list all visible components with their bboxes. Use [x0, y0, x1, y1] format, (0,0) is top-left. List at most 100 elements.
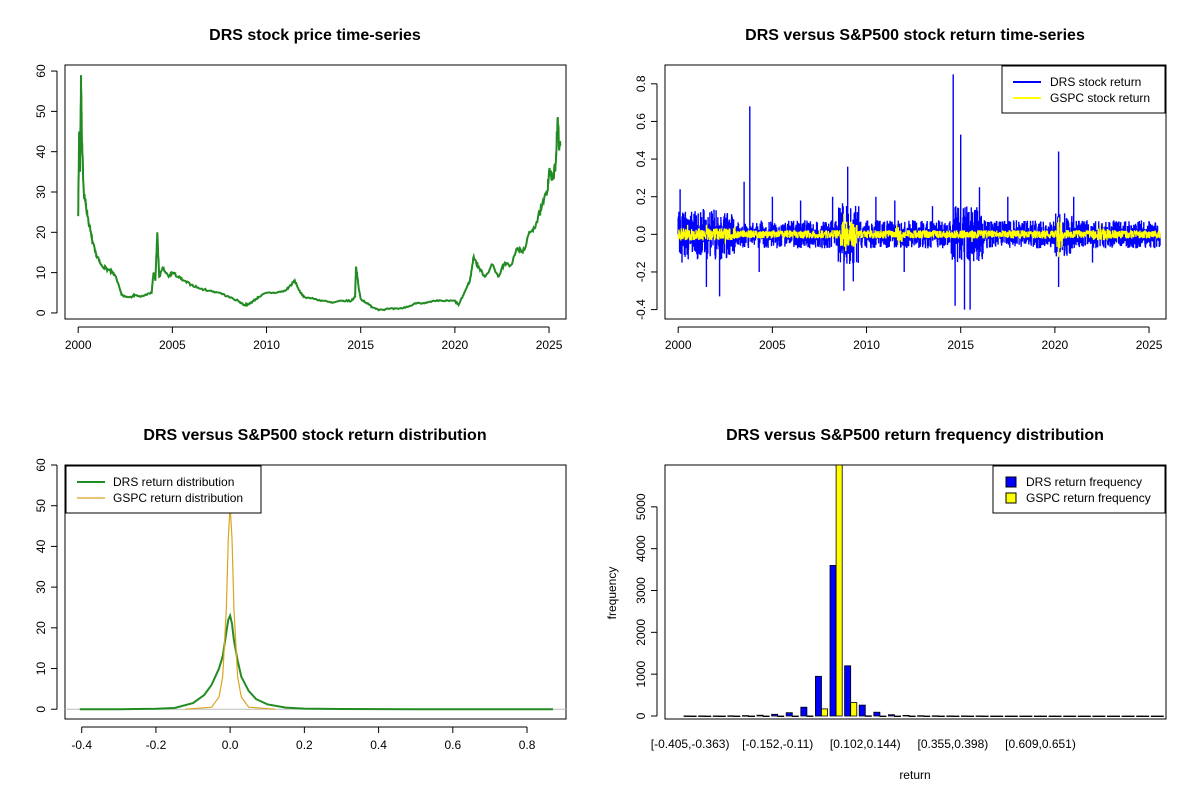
legend-gspc-return-label: GSPC stock return: [1050, 91, 1150, 105]
legend-drs-return-label: DRS stock return: [1050, 75, 1141, 89]
panel2-frame: [664, 64, 1167, 320]
gspc-frequency-bar: [1083, 715, 1091, 718]
panel2-legend: DRS stock return GSPC stock return: [1001, 65, 1166, 114]
panel1-ytick-label: 50: [34, 104, 48, 118]
gspc-frequency-bar: [952, 715, 960, 718]
panel2-xtick-label: 2000: [665, 338, 692, 352]
panel4-ytick-label: 2000: [634, 619, 648, 646]
gspc-return-series: [677, 213, 1161, 257]
gspc-frequency-bar: [1142, 715, 1150, 718]
panel3-frame: [64, 464, 567, 720]
panel4-frequency-chart: 0 1000 2000 3000 4000 5000 [-0.405,-0.363) [-0.…: [634, 464, 1167, 751]
legend-gspc-density-label: GSPC return distribution: [113, 491, 243, 505]
drs-frequency-bar: [1092, 715, 1100, 718]
legend-gspc-frequency-swatch: [1005, 492, 1017, 504]
drs-frequency-bar: [756, 714, 764, 717]
gspc-frequency-bar: [718, 715, 726, 718]
drs-frequency-bar: [873, 711, 881, 717]
drs-frequency-bar: [975, 715, 983, 717]
gspc-frequency-bar: [733, 715, 741, 718]
drs-frequency-bar: [844, 665, 852, 717]
drs-frequency-bar: [815, 675, 822, 717]
panel3-ytick-label: 0: [34, 706, 48, 713]
panel4-ytick-label: 3000: [634, 577, 648, 604]
gspc-frequency-bar: [777, 715, 785, 718]
gspc-frequency-bar: [850, 702, 858, 717]
panel2-title: DRS versus S&P500 stock return time-seri…: [745, 27, 1085, 44]
panel4-ytick-label: 4000: [634, 535, 648, 562]
drs-frequency-bar: [683, 715, 691, 717]
panel1-frame: [64, 64, 567, 320]
panel4-xtick-label: [0.609,0.651): [1005, 737, 1076, 751]
gspc-frequency-bar: [821, 708, 828, 717]
gspc-frequency-bar: [1113, 715, 1120, 718]
gspc-frequency-bar: [1040, 715, 1047, 718]
drs-frequency-bar: [990, 715, 998, 718]
panel1-ytick-label: 60: [34, 64, 48, 78]
panel1-ytick-label: 40: [34, 145, 48, 159]
drs-frequency-bar: [961, 715, 968, 717]
panel2-ytick-label: 0.8: [634, 75, 648, 92]
drs-frequency-bar: [902, 715, 910, 717]
drs-frequency-bar: [931, 715, 939, 717]
gspc-density-line: [185, 505, 275, 710]
panel2-ytick-label: 0.0: [634, 226, 648, 243]
panel3-xtick-label: -0.4: [71, 738, 92, 752]
gspc-frequency-bar: [762, 715, 770, 718]
panel1-ytick-label: 30: [34, 185, 48, 199]
legend-drs-frequency-swatch: [1005, 476, 1017, 488]
panel1-ytick-label: 20: [34, 225, 48, 239]
drs-frequency-bar: [1121, 715, 1129, 718]
panel3-ytick-label: 50: [34, 499, 48, 513]
panel4-ytick-label: 0: [634, 712, 648, 719]
panel2-ytick-label: 0.2: [634, 188, 648, 205]
gspc-frequency-bar: [1098, 715, 1106, 718]
gspc-frequency-bar: [879, 715, 887, 718]
panel3-ytick-label: 20: [34, 621, 48, 635]
gspc-frequency-bar: [1010, 715, 1018, 718]
drs-frequency-bar: [917, 715, 925, 717]
panel4-ytick-label: 1000: [634, 660, 648, 687]
panel4-xtick-label: [-0.152,-0.11): [742, 737, 813, 751]
gspc-frequency-bar: [967, 715, 974, 718]
panel2-ytick-label: -0.2: [634, 261, 648, 282]
gspc-frequency-bar: [791, 715, 799, 718]
drs-frequency-bar: [800, 706, 808, 717]
panel1-xtick-label: 2020: [442, 338, 469, 352]
drs-frequency-bar: [1063, 715, 1071, 718]
drs-frequency-bar: [1136, 715, 1144, 718]
panel1-xtick-label: 2000: [65, 338, 92, 352]
panel3-ytick-label: 60: [34, 458, 48, 472]
panel4-xtick-label: [-0.405,-0.363): [651, 737, 730, 751]
panel3-xtick-label: 0.4: [370, 738, 387, 752]
panel3-ytick-label: 40: [34, 539, 48, 553]
drs-frequency-bar: [785, 712, 793, 717]
legend-drs-frequency-label: DRS return frequency: [1026, 475, 1142, 489]
gspc-frequency-bar: [835, 464, 843, 717]
gspc-frequency-bar: [806, 715, 814, 717]
panel3-ytick-label: 30: [34, 580, 48, 594]
panel4-ylabel: frequency: [605, 567, 619, 620]
panel2-ytick-label: 0.6: [634, 113, 648, 130]
gspc-frequency-bar: [923, 715, 931, 718]
gspc-frequency-bar: [1025, 715, 1033, 718]
gspc-frequency-bar: [894, 715, 901, 718]
gspc-frequency-bar: [1127, 715, 1135, 718]
panel3-legend-box: [65, 465, 262, 514]
panel4-title: DRS versus S&P500 return frequency distr…: [726, 427, 1104, 444]
gspc-frequency-bar: [908, 715, 916, 718]
panel1-xtick-label: 2025: [536, 338, 563, 352]
drs-frequency-bar: [727, 715, 735, 717]
panel3-xtick-label: 0.8: [519, 738, 536, 752]
panel2-xtick-label: 2020: [1042, 338, 1069, 352]
panel3-title: DRS versus S&P500 stock return distribut…: [143, 427, 486, 444]
panel1-price-chart: 2000 2005 2010 2015 2020 2025 0 10 20 30 40 50 60: [34, 64, 567, 352]
panel2-return-chart: 2000 2005 2010 2015 2020 2025 -0.4 -0.2 0.0 0.2 0.…: [634, 64, 1167, 352]
panel3-ytick-label: 10: [34, 662, 48, 676]
drs-frequency-bar: [1150, 715, 1158, 718]
panel2-xtick-label: 2005: [759, 338, 786, 352]
panel3-xtick-label: 0.2: [296, 738, 313, 752]
drs-frequency-bar: [1077, 715, 1085, 718]
panel2-xtick-label: 2025: [1136, 338, 1163, 352]
